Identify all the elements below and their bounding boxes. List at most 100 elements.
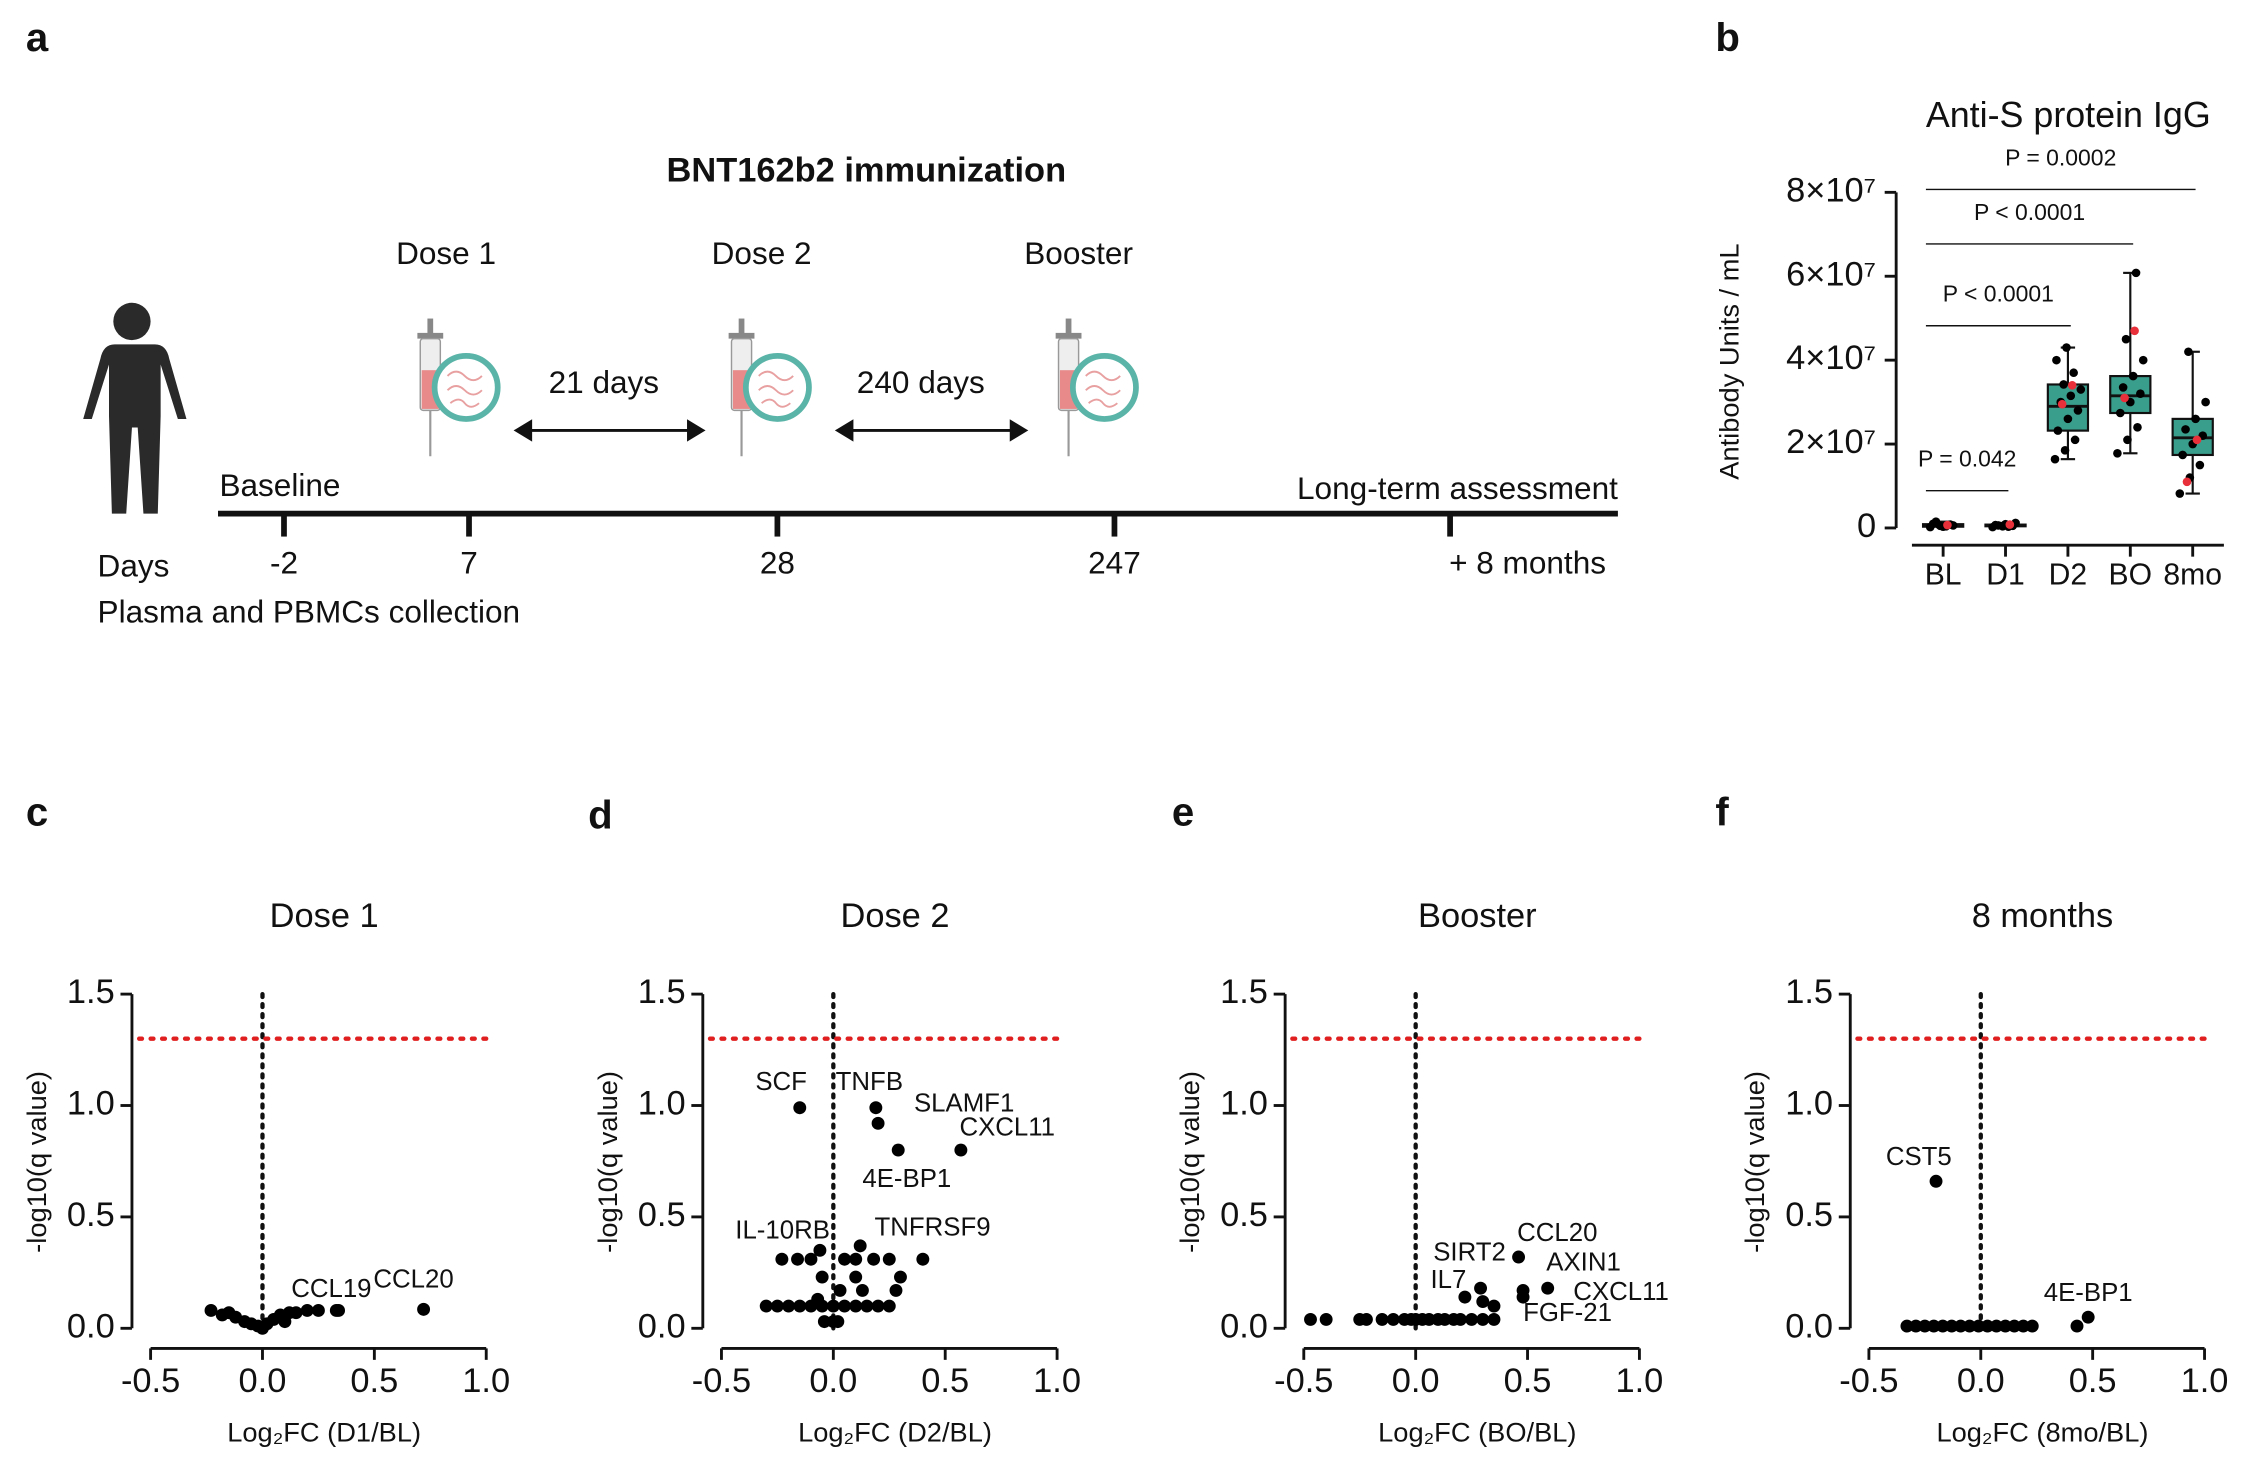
y-tick-label: 1.5	[638, 973, 686, 1011]
point-label: TNFRSF9	[875, 1213, 991, 1241]
day-label: 28	[760, 545, 795, 581]
point-label: SCF	[755, 1068, 807, 1096]
point	[826, 1299, 840, 1313]
x-tick-label: 0.0	[1957, 1362, 2005, 1400]
point	[759, 1299, 773, 1313]
x-tick-label: 0.5	[2069, 1362, 2117, 1400]
point-label: IL7	[1430, 1266, 1466, 1294]
labeled-point	[1474, 1281, 1488, 1295]
y-tick-label: 1.0	[67, 1085, 115, 1123]
x-tick-label: -0.5	[121, 1362, 180, 1400]
labeled-point	[1512, 1250, 1526, 1264]
y-axis-label: -log10(q value)	[592, 1071, 623, 1253]
x-tick-label: 0.0	[1392, 1362, 1440, 1400]
highlight-point	[2182, 477, 2192, 487]
x-tick-label: 8mo	[2163, 559, 2222, 592]
point	[2063, 414, 2073, 424]
panel-label: c	[26, 789, 48, 834]
labeled-point	[869, 1101, 883, 1115]
days-label: Days	[98, 547, 170, 583]
point	[2062, 343, 2071, 352]
panel-label: e	[1172, 789, 1194, 834]
x-tick-label: -0.5	[692, 1362, 751, 1400]
point	[782, 1299, 796, 1313]
point	[791, 1252, 804, 1266]
timeline-title: BNT162b2 immunization	[667, 151, 1067, 189]
point	[1927, 1319, 1941, 1333]
syringes	[417, 318, 1139, 457]
point	[1487, 1312, 1501, 1326]
collection-label: Plasma and PBMCs collection	[98, 593, 521, 629]
point	[1998, 1319, 2012, 1333]
x-tick-label: D2	[2049, 559, 2088, 592]
point	[838, 1252, 851, 1266]
comparison-label: P < 0.0001	[1974, 199, 2085, 225]
point	[849, 1270, 863, 1284]
x-tick-label: D1	[1986, 559, 2025, 592]
point	[1900, 1319, 1914, 1333]
y-tick-label: 1.5	[1785, 973, 1833, 1011]
point	[1476, 1312, 1490, 1326]
labeled-point	[1929, 1174, 1943, 1188]
end-label: Long-term assessment	[1297, 470, 1618, 506]
labeled-point	[1458, 1290, 1472, 1304]
highlight-point	[1943, 520, 1952, 530]
y-axis-label: -log10(q value)	[21, 1071, 52, 1253]
point	[1989, 1319, 2003, 1333]
point-label: CST5	[1886, 1143, 1952, 1171]
x-axis-label: Log₂FC (BO/BL)	[1378, 1417, 1576, 1448]
point	[831, 1315, 845, 1329]
highlight-point	[2005, 520, 2015, 529]
timeline: BNT162b2 immunization Dose 1 Dose 2 Boos…	[83, 151, 1618, 629]
point-label: IL-10RB	[735, 1216, 830, 1244]
highlight-point	[2120, 393, 2129, 403]
panel-label: a	[26, 15, 49, 60]
point	[849, 1252, 863, 1266]
point	[278, 1315, 292, 1329]
point	[1465, 1312, 1479, 1326]
arrows	[513, 419, 1029, 442]
x-tick-label: 0.5	[1504, 1362, 1552, 1400]
highlight-point	[2130, 326, 2139, 336]
point	[833, 1283, 847, 1297]
interval-label: 240 days	[857, 364, 985, 400]
y-tick-label: 0.5	[67, 1196, 115, 1234]
labeled-point	[871, 1116, 885, 1130]
interval-label: 21 days	[549, 364, 660, 400]
point	[860, 1299, 874, 1313]
point	[311, 1304, 325, 1317]
dose-label: Booster	[1024, 235, 1133, 271]
point	[889, 1283, 903, 1297]
point	[2050, 454, 2060, 464]
point-label: TNFB	[836, 1068, 903, 1096]
point	[1304, 1312, 1317, 1326]
point	[289, 1306, 303, 1320]
labeled-point	[2081, 1310, 2095, 1324]
panel-label: f	[1715, 789, 1729, 834]
point-label: SIRT2	[1433, 1239, 1506, 1267]
point	[2113, 448, 2122, 458]
point	[1453, 1312, 1467, 1326]
point	[2073, 406, 2083, 415]
point	[2128, 371, 2138, 381]
x-tick-label: BO	[2109, 559, 2153, 592]
point	[1375, 1312, 1389, 1326]
point	[1936, 1319, 1950, 1333]
day-label: 7	[460, 545, 478, 581]
point	[2138, 355, 2148, 365]
y-tick-label: 6×10⁷	[1786, 255, 1876, 293]
chart-title: Anti-S protein IgG	[1926, 95, 2211, 135]
point	[300, 1304, 314, 1317]
y-tick-label: 0.0	[638, 1307, 686, 1345]
point-label: 4E-BP1	[862, 1165, 951, 1193]
point	[838, 1299, 851, 1313]
x-axis-label: Log₂FC (8mo/BL)	[1936, 1417, 2148, 1448]
highlight-point	[2067, 381, 2077, 390]
point	[916, 1252, 930, 1266]
chart-title: Dose 1	[270, 897, 379, 935]
day-label: -2	[270, 545, 298, 581]
dose-label: Dose 2	[712, 235, 812, 271]
point	[1386, 1312, 1400, 1326]
labeled-point	[813, 1243, 827, 1257]
